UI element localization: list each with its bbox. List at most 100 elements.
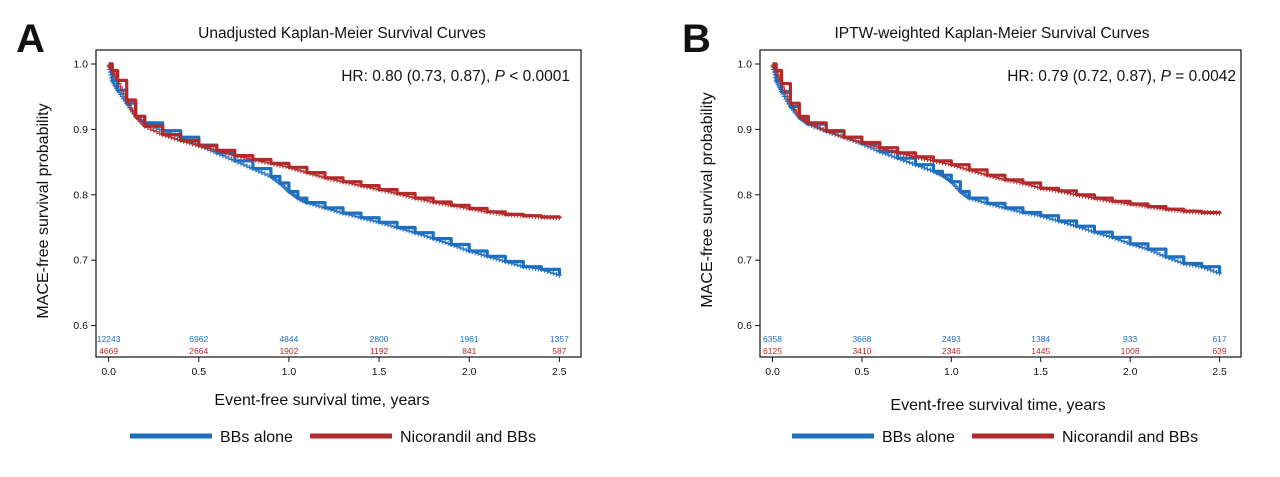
censor-mark — [310, 201, 316, 207]
censor-mark — [924, 156, 930, 162]
censor-mark — [250, 166, 256, 172]
panel-a: A Unadjusted Kaplan-Meier Survival Curve… — [16, 17, 582, 446]
censor-mark — [1002, 205, 1008, 211]
censor-mark — [772, 66, 778, 72]
censor-mark — [780, 84, 786, 90]
censor-mark — [265, 172, 271, 178]
censor-mark — [927, 157, 933, 163]
censor-mark — [122, 94, 128, 100]
censor-mark — [301, 169, 307, 175]
censor-mark — [963, 166, 969, 172]
censor-mark — [874, 144, 880, 150]
censor-mark — [960, 165, 966, 171]
censor-mark — [391, 190, 397, 196]
censor-mark — [490, 255, 496, 261]
censor-mark — [448, 202, 454, 208]
p-value: < 0.0001 — [505, 68, 570, 85]
legend: BBs alone Nicorandil and BBs — [130, 429, 536, 446]
censor-mark — [127, 102, 133, 108]
at-risk-count: 841 — [462, 346, 476, 356]
censor-mark — [978, 170, 984, 176]
censor-mark — [993, 174, 999, 180]
censor-mark — [463, 205, 469, 211]
at-risk-count: 1961 — [460, 334, 479, 344]
censor-mark — [469, 249, 475, 255]
plot-frame — [95, 49, 582, 358]
censor-mark — [340, 179, 346, 185]
censor-mark — [397, 225, 403, 231]
censor-mark — [1196, 263, 1202, 269]
censor-mark — [939, 160, 945, 166]
at-risk-count: 587 — [552, 346, 566, 356]
censor-mark — [151, 127, 157, 133]
censor-mark — [256, 158, 262, 164]
censor-mark — [984, 200, 990, 206]
censor-mark — [856, 139, 862, 145]
censor-mark — [1056, 188, 1062, 194]
censor-mark — [853, 138, 859, 144]
censor-mark — [1181, 260, 1187, 266]
censor-mark — [319, 174, 325, 180]
censor-mark — [229, 152, 235, 158]
censor-mark — [786, 97, 792, 103]
censor-mark — [466, 248, 472, 254]
censor-mark — [776, 74, 782, 80]
censor-mark — [376, 187, 382, 193]
censor-mark — [978, 199, 984, 205]
censor-mark — [355, 182, 361, 188]
censor-mark — [1202, 265, 1208, 271]
censor-mark — [364, 216, 370, 222]
censor-mark — [253, 157, 259, 163]
censor-mark — [265, 160, 271, 166]
censor-mark — [832, 131, 838, 137]
censor-mark — [238, 160, 244, 166]
censor-mark — [1145, 246, 1151, 252]
censor-mark — [421, 197, 427, 203]
censor-mark — [388, 189, 394, 195]
censor-mark — [1169, 256, 1175, 262]
censor-mark — [208, 146, 214, 152]
censor-mark — [550, 270, 556, 276]
at-risk-count: 6358 — [763, 334, 782, 344]
censor-mark — [463, 247, 469, 253]
censor-mark — [1148, 247, 1154, 253]
censor-mark — [1011, 207, 1017, 213]
censor-mark — [951, 163, 957, 169]
censor-mark — [475, 251, 481, 257]
survival-curve — [772, 62, 1222, 274]
legend: BBs alone Nicorandil and BBs — [792, 429, 1198, 446]
censor-mark — [1103, 197, 1109, 203]
censor-mark — [172, 136, 178, 142]
censor-mark — [373, 186, 379, 192]
censor-mark — [775, 72, 781, 78]
censor-mark — [1127, 241, 1133, 247]
censor-mark — [1026, 211, 1032, 217]
x-tick-label: 0.5 — [855, 366, 870, 378]
censor-mark — [972, 197, 978, 203]
censor-mark — [493, 256, 499, 262]
censor-mark — [778, 88, 784, 94]
censor-mark — [454, 203, 460, 209]
censor-mark — [907, 153, 913, 159]
censor-mark — [1026, 182, 1032, 188]
censor-mark — [310, 171, 316, 177]
censor-mark — [1217, 270, 1223, 276]
censor-mark — [966, 195, 972, 201]
censor-mark — [460, 246, 466, 252]
censor-mark — [969, 196, 975, 202]
censor-mark — [904, 158, 910, 164]
censor-mark — [271, 161, 277, 167]
censor-mark — [1020, 209, 1026, 215]
censor-mark — [241, 155, 247, 161]
censor-mark — [544, 268, 550, 274]
censor-mark — [945, 161, 951, 167]
at-risk-count: 1357 — [550, 334, 569, 344]
censor-mark — [838, 133, 844, 139]
censor-mark — [919, 155, 925, 161]
censor-mark — [445, 202, 451, 208]
axes: 0.6 0.7 0.8 0.9 1.0 0.0 0.5 1.0 1.5 2.0 2.5 — [737, 49, 1242, 378]
censor-mark — [313, 202, 319, 208]
y-tick-label: 0.9 — [737, 124, 752, 136]
y-tick-label: 0.7 — [737, 255, 752, 267]
censor-mark — [361, 183, 367, 189]
